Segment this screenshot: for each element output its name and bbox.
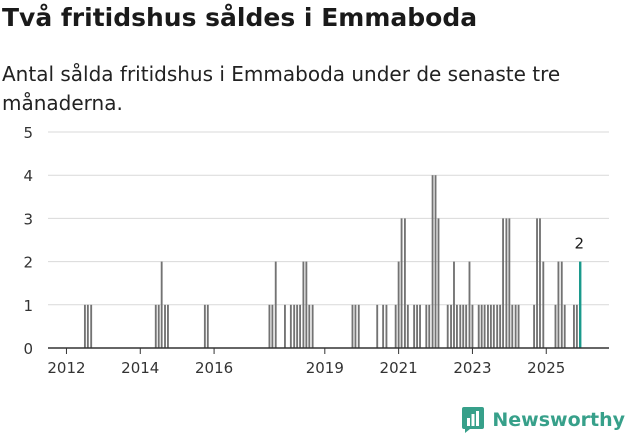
bar [413,304,416,348]
brand-name: Newsworthy [492,409,625,431]
bar [289,304,292,348]
y-tick-label: 1 [23,297,33,315]
bar [385,304,388,348]
bar [563,304,566,348]
bar [573,304,575,348]
bar [354,304,357,348]
bar [489,304,492,348]
bar [419,304,421,348]
bar [382,304,385,348]
bar [308,304,311,348]
chart-subtitle: Antal sålda fritidshus i Emmaboda under … [2,62,561,115]
bar [203,304,206,348]
bar [502,218,505,348]
bar [397,261,400,348]
bar [575,304,578,348]
bar [468,261,471,348]
bar [403,218,406,348]
bar [499,304,502,348]
bar [560,261,563,348]
bar [351,304,354,348]
bar-chart: 0 1 2 3 4 5 2012 2014 2016 2019 2021 2023 2025 2 [23,124,609,377]
bar [394,304,397,348]
bar [376,304,379,348]
bar [406,304,409,348]
brand-logo[interactable]: Newsworthy [461,403,625,437]
bar [557,261,560,348]
y-tick-label: 5 [23,124,33,142]
bar [508,218,511,348]
bar [542,261,545,348]
bar [517,304,520,348]
bar [296,304,299,348]
bar [492,304,495,348]
bar [86,304,89,348]
page-title: Två fritidshus såldes i Emmaboda [2,3,478,32]
bar [167,304,169,348]
bar [425,304,428,348]
bar [302,261,305,348]
x-tick-label: 2023 [453,359,491,377]
bar-chart-icon [462,407,485,433]
x-tick-label: 2019 [306,359,344,377]
bar [554,304,557,348]
bar [357,304,360,348]
bar [268,304,271,348]
bar [90,304,93,348]
bar [431,175,434,348]
bar [505,218,508,348]
x-tick-label: 2012 [47,359,85,377]
bar [487,304,489,348]
bar [271,304,274,348]
y-tick-label: 2 [23,254,33,272]
bar [453,261,455,348]
bar [164,304,166,348]
bar [514,304,517,348]
bar [437,218,440,348]
bar [416,304,419,348]
bar [456,304,458,348]
bar [154,304,157,348]
bar [160,261,163,348]
bar [428,304,431,348]
bar [496,304,499,348]
bar [446,304,449,348]
x-tick-label: 2025 [527,359,565,377]
y-tick-label: 0 [23,340,33,358]
bar [311,304,314,348]
data-label: 2 [574,235,584,253]
bar [533,304,536,348]
bar [434,175,437,348]
bar [206,304,209,348]
bar [83,304,86,348]
y-tick-label: 3 [23,210,33,228]
bar [536,218,538,348]
bar [471,304,474,348]
x-tick-label: 2014 [121,359,159,377]
bar [293,304,296,348]
bar [511,304,514,348]
bar [465,304,468,348]
highlight-bar [579,261,582,348]
bar [400,218,403,348]
bar [299,304,302,348]
bar [274,261,277,348]
bar [284,304,286,348]
y-tick-label: 4 [23,167,33,185]
bar [480,304,483,348]
x-tick-label: 2021 [380,359,418,377]
bar [450,304,452,348]
bar [539,218,541,348]
bar [477,304,480,348]
bar [157,304,160,348]
bar [459,304,462,348]
bar [462,304,465,348]
x-tick-label: 2016 [195,359,233,377]
bar [305,261,308,348]
bar [483,304,486,348]
